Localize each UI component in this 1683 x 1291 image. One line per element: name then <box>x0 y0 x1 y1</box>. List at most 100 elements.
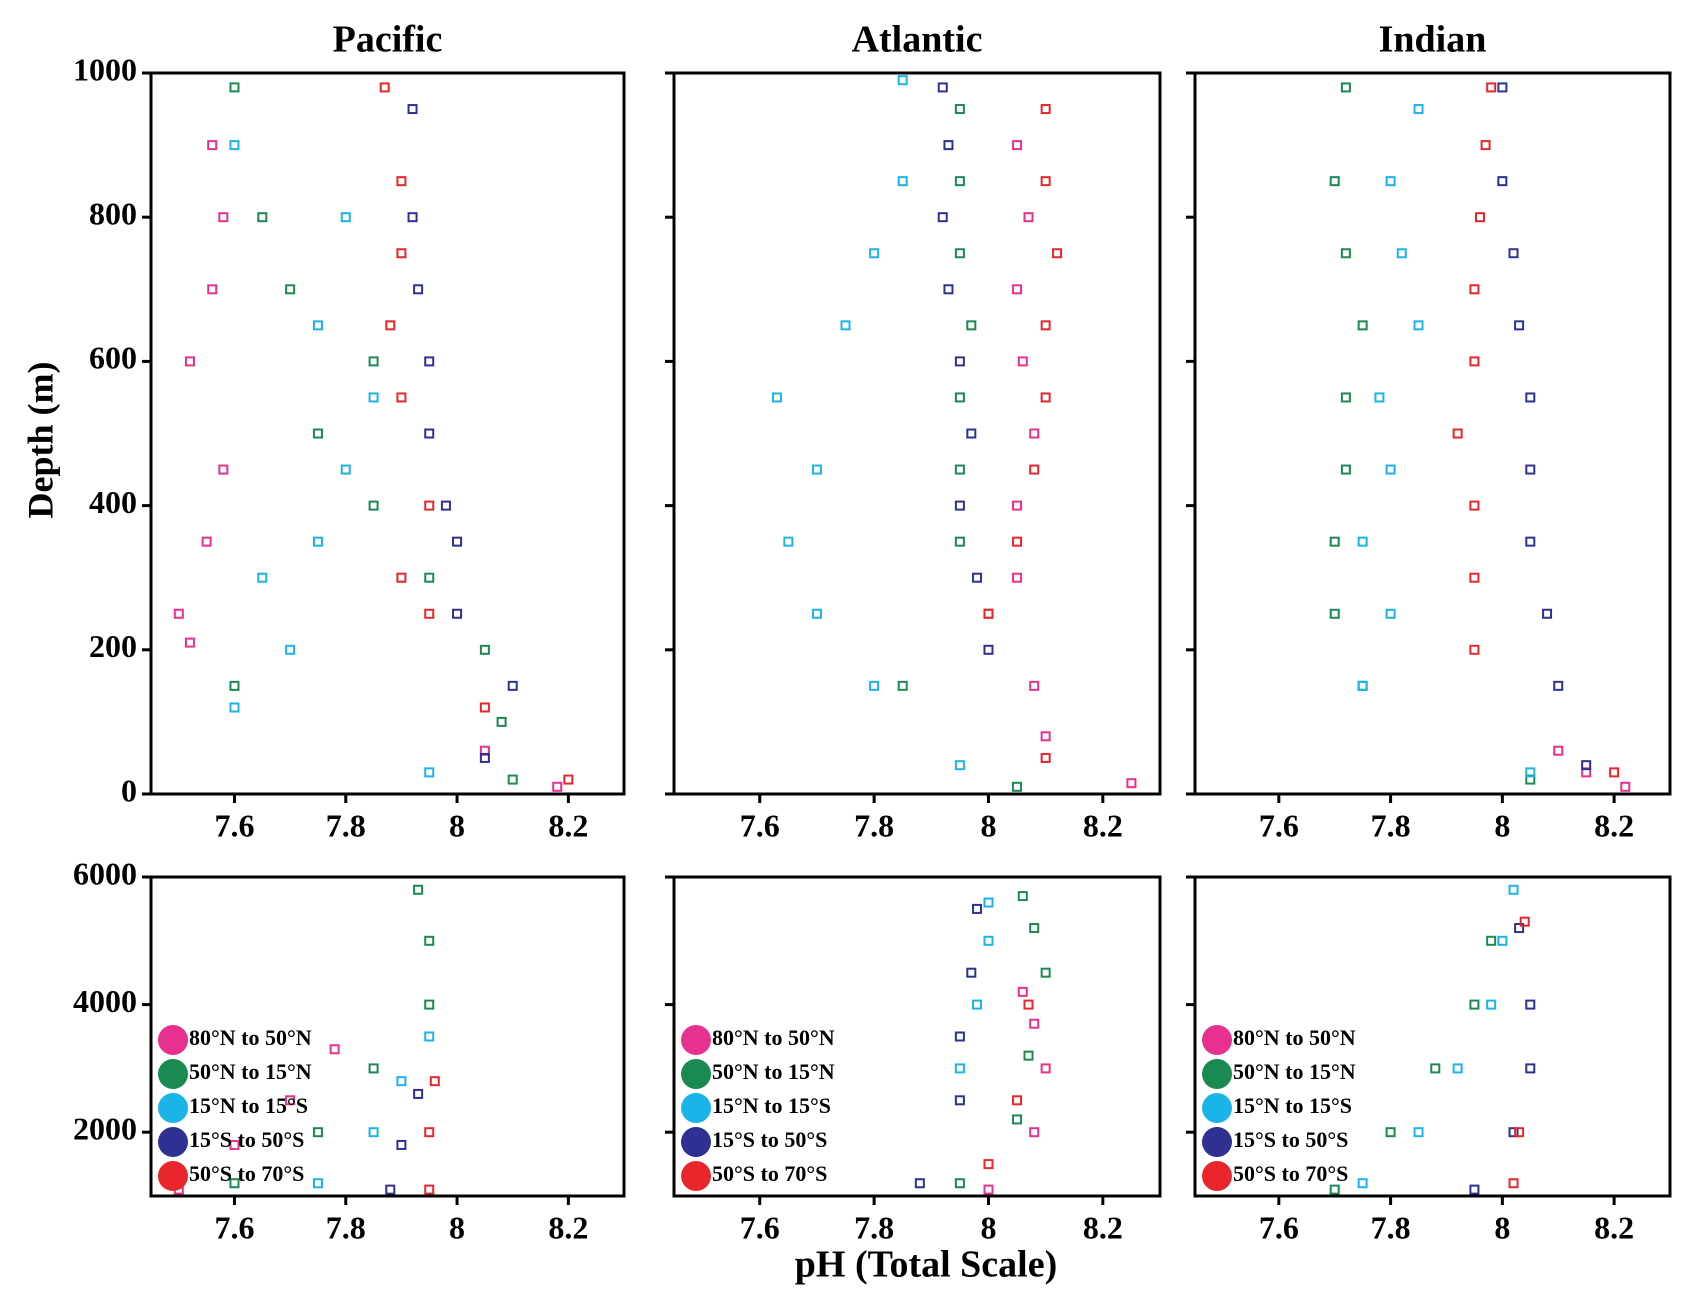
panel-title: Atlantic <box>852 19 983 61</box>
data-point <box>1480 140 1491 151</box>
data-point <box>983 608 994 619</box>
data-point <box>207 284 218 295</box>
data-point <box>954 104 965 115</box>
data-point <box>914 1178 925 1189</box>
data-point <box>954 760 965 771</box>
data-point <box>954 1178 965 1189</box>
data-point <box>396 1076 407 1087</box>
data-point <box>1029 464 1040 475</box>
data-point <box>954 1063 965 1074</box>
data-point <box>1012 140 1023 151</box>
legend-marker <box>158 1059 188 1089</box>
data-point <box>440 500 451 511</box>
y-tick-label: 800 <box>89 196 137 232</box>
data-point <box>966 320 977 331</box>
data-point <box>229 1178 240 1189</box>
data-point <box>1385 464 1396 475</box>
data-point <box>1469 572 1480 583</box>
x-tick-label: 8.2 <box>548 1209 588 1245</box>
data-point <box>1340 392 1351 403</box>
data-point <box>1012 1095 1023 1106</box>
data-point <box>312 428 323 439</box>
data-point <box>368 500 379 511</box>
data-point <box>563 774 574 785</box>
x-tick-label: 7.8 <box>1371 807 1411 843</box>
data-point <box>1519 916 1530 927</box>
data-point <box>1052 248 1063 259</box>
x-tick-label: 8 <box>980 1209 996 1245</box>
legend-marker <box>1202 1025 1232 1055</box>
legend-label: 15°S to 50°S <box>712 1127 827 1152</box>
panel-title: Pacific <box>333 19 443 61</box>
data-point <box>1040 176 1051 187</box>
legend-label: 80°N to 50°N <box>1233 1025 1356 1050</box>
data-point <box>1497 935 1508 946</box>
legend-label: 50°N to 15°N <box>712 1059 835 1084</box>
data-point <box>413 1088 424 1099</box>
data-point <box>479 752 490 763</box>
data-point <box>983 1184 994 1195</box>
data-point <box>954 356 965 367</box>
data-point <box>429 1076 440 1087</box>
plot-frame <box>1193 71 1672 796</box>
legend-label: 80°N to 50°N <box>189 1025 312 1050</box>
data-point <box>1396 248 1407 259</box>
data-point <box>1525 392 1536 403</box>
data-point <box>385 1184 396 1195</box>
data-point <box>1525 999 1536 1010</box>
data-point <box>1029 1018 1040 1029</box>
x-tick-label: 8 <box>449 1209 465 1245</box>
data-point <box>285 1095 296 1106</box>
data-point <box>937 212 948 223</box>
data-point <box>229 140 240 151</box>
data-point <box>257 212 268 223</box>
x-tick-label: 8 <box>1494 1209 1510 1245</box>
data-point <box>368 1063 379 1074</box>
data-point <box>218 464 229 475</box>
data-point <box>1012 284 1023 295</box>
data-point <box>285 284 296 295</box>
data-point <box>396 176 407 187</box>
plot-frame <box>149 71 626 796</box>
data-point <box>407 212 418 223</box>
data-point <box>1040 104 1051 115</box>
data-point <box>1040 392 1051 403</box>
data-point <box>1329 176 1340 187</box>
data-point <box>1012 1114 1023 1125</box>
plot-frame <box>1193 875 1672 1198</box>
data-point <box>954 536 965 547</box>
data-point <box>496 716 507 727</box>
legend-label: 50°S to 70°S <box>712 1161 827 1186</box>
data-point <box>972 903 983 914</box>
data-point <box>407 104 418 115</box>
legend-label: 15°S to 50°S <box>1233 1127 1348 1152</box>
data-point <box>1486 999 1497 1010</box>
data-point <box>897 680 908 691</box>
data-point <box>479 702 490 713</box>
data-point <box>1040 731 1051 742</box>
legend-marker <box>681 1059 711 1089</box>
data-point <box>1340 248 1351 259</box>
legend-marker <box>1202 1059 1232 1089</box>
data-point <box>396 1139 407 1150</box>
data-point <box>1413 1127 1424 1138</box>
data-point <box>1023 999 1034 1010</box>
data-point <box>954 500 965 511</box>
y-tick-label: 600 <box>89 340 137 376</box>
data-point <box>1525 1063 1536 1074</box>
data-point <box>340 212 351 223</box>
data-point <box>1029 1127 1040 1138</box>
panel-title: Indian <box>1379 19 1487 61</box>
data-point <box>966 428 977 439</box>
data-point <box>1126 778 1137 789</box>
data-point <box>1469 356 1480 367</box>
data-point <box>424 1031 435 1042</box>
data-point <box>869 680 880 691</box>
data-point <box>424 935 435 946</box>
x-tick-label: 7.6 <box>740 807 780 843</box>
plot-frame <box>672 71 1162 796</box>
data-point <box>1508 884 1519 895</box>
legend-label: 15°N to 15°S <box>1233 1093 1352 1118</box>
data-point <box>312 1178 323 1189</box>
